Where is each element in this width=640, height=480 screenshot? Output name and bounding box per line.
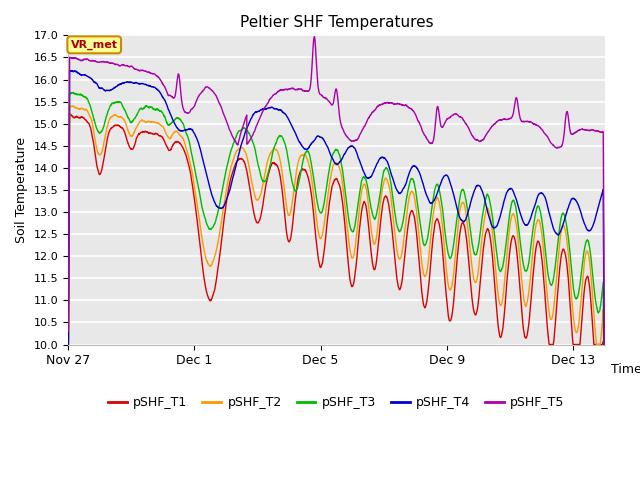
pSHF_T5 bbox=[64, 328, 72, 334]
pSHF_T5 bbox=[342, 133, 350, 139]
pSHF_T4 bbox=[66, 68, 74, 73]
pSHF_T3 bbox=[342, 198, 350, 204]
pSHF_T4 bbox=[601, 342, 609, 348]
pSHF_T2 bbox=[342, 217, 350, 223]
pSHF_T3 bbox=[601, 342, 609, 348]
Title: Peltier SHF Temperatures: Peltier SHF Temperatures bbox=[239, 15, 433, 30]
pSHF_T5 bbox=[542, 132, 550, 138]
pSHF_T4 bbox=[542, 198, 550, 204]
pSHF_T4 bbox=[64, 342, 72, 348]
Legend: pSHF_T1, pSHF_T2, pSHF_T3, pSHF_T4, pSHF_T5: pSHF_T1, pSHF_T2, pSHF_T3, pSHF_T4, pSHF… bbox=[103, 391, 570, 414]
pSHF_T4 bbox=[431, 196, 439, 202]
pSHF_T2 bbox=[601, 342, 609, 348]
Line: pSHF_T2: pSHF_T2 bbox=[68, 106, 605, 345]
pSHF_T3 bbox=[64, 342, 72, 348]
pSHF_T1 bbox=[67, 111, 74, 117]
pSHF_T2 bbox=[509, 211, 516, 217]
Line: pSHF_T5: pSHF_T5 bbox=[68, 36, 605, 345]
pSHF_T1 bbox=[601, 342, 609, 348]
pSHF_T3 bbox=[383, 165, 390, 171]
pSHF_T5 bbox=[601, 342, 609, 348]
pSHF_T2 bbox=[568, 290, 575, 296]
pSHF_T3 bbox=[509, 198, 516, 204]
pSHF_T3 bbox=[431, 186, 439, 192]
Line: pSHF_T3: pSHF_T3 bbox=[68, 93, 605, 345]
pSHF_T4 bbox=[383, 158, 390, 164]
Line: pSHF_T4: pSHF_T4 bbox=[68, 71, 605, 345]
pSHF_T5 bbox=[568, 132, 575, 137]
pSHF_T2 bbox=[64, 342, 72, 348]
pSHF_T4 bbox=[342, 148, 350, 154]
pSHF_T1 bbox=[542, 308, 550, 313]
pSHF_T2 bbox=[383, 176, 390, 182]
pSHF_T1 bbox=[383, 194, 390, 200]
X-axis label: Time: Time bbox=[611, 363, 640, 376]
pSHF_T5 bbox=[600, 342, 608, 348]
pSHF_T1 bbox=[431, 220, 439, 226]
pSHF_T5 bbox=[431, 124, 439, 130]
pSHF_T1 bbox=[64, 342, 72, 348]
Y-axis label: Soil Temperature: Soil Temperature bbox=[15, 137, 28, 243]
pSHF_T2 bbox=[69, 103, 77, 109]
pSHF_T4 bbox=[568, 196, 575, 202]
Line: pSHF_T1: pSHF_T1 bbox=[68, 114, 605, 345]
pSHF_T1 bbox=[509, 233, 516, 239]
pSHF_T1 bbox=[342, 239, 350, 245]
pSHF_T3 bbox=[68, 90, 76, 96]
pSHF_T5 bbox=[509, 113, 516, 119]
Text: VR_met: VR_met bbox=[70, 40, 118, 50]
pSHF_T3 bbox=[568, 264, 575, 270]
pSHF_T2 bbox=[542, 278, 550, 284]
pSHF_T5 bbox=[383, 100, 390, 106]
pSHF_T3 bbox=[542, 256, 550, 262]
pSHF_T4 bbox=[509, 187, 516, 193]
pSHF_T5 bbox=[310, 34, 318, 39]
pSHF_T2 bbox=[431, 200, 439, 206]
pSHF_T1 bbox=[568, 319, 575, 325]
